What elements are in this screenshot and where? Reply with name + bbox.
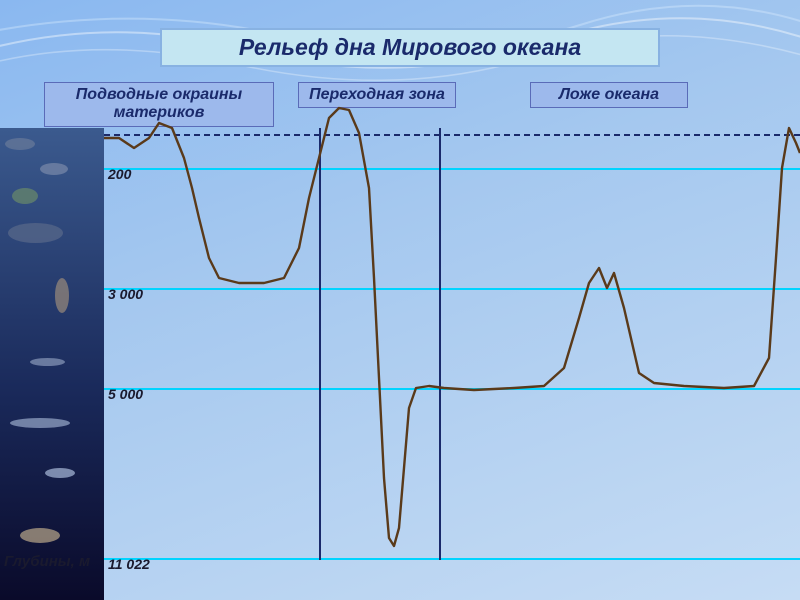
sea-creature-icon [30,358,65,366]
title-box: Рельеф дна Мирового океана [160,28,660,67]
zone-label-margins: Подводные окраины материков [44,82,274,127]
chart-area [104,128,800,560]
sea-creature-icon [8,223,63,243]
sea-creature-icon [12,188,38,204]
zone-label-transition: Переходная зона [298,82,456,108]
zone-label-text: Ложе океана [559,86,659,103]
zone-label-bed: Ложе океана [530,82,688,108]
y-axis-label: Глубины, м [4,553,90,570]
sea-creature-icon [40,163,68,175]
relief-profile [104,128,800,560]
depth-tick-label: 11 022 [108,556,150,572]
sea-creature-icon [10,418,70,428]
sea-creature-icon [20,528,60,543]
zone-label-text: Подводные окраины материков [76,86,242,121]
sea-creature-icon [5,138,35,150]
sea-creature-icon [55,278,69,313]
depth-tick-label: 200 [108,166,131,182]
depth-fauna-sidebar [0,128,104,600]
depth-tick-label: 5 000 [108,386,143,402]
sea-creature-icon [45,468,75,478]
page-title: Рельеф дна Мирового океана [239,34,581,60]
depth-tick-label: 3 000 [108,286,143,302]
zone-label-text: Переходная зона [309,86,445,103]
